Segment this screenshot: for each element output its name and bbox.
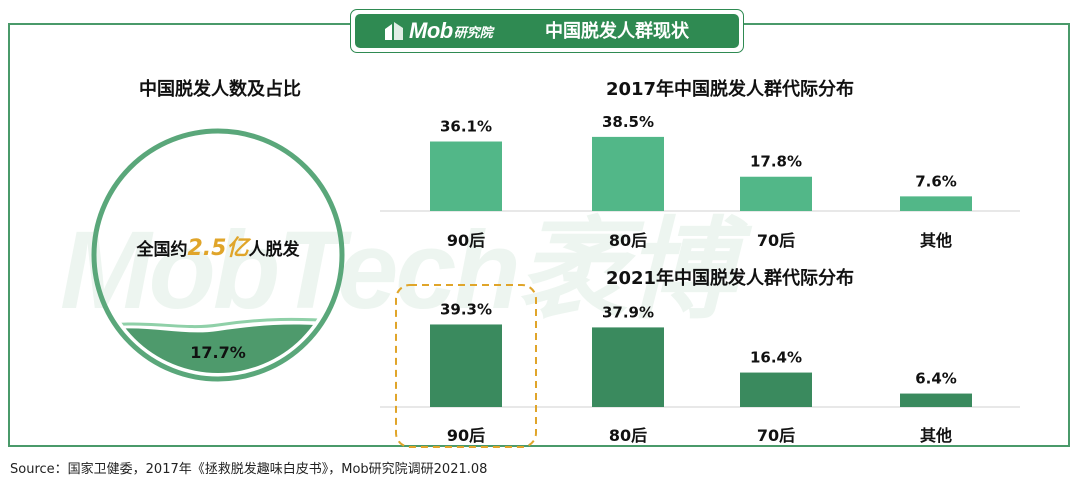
chart-2021: 39.3% 90后 37.9% 80后 16.4% 70后 6.4% 其他: [380, 284, 1020, 448]
population-number: 2.5亿: [187, 236, 249, 261]
circle-prefix: 全国约: [136, 240, 188, 260]
data-label: 7.6%: [915, 172, 957, 190]
left-panel-title: 中国脱发人数及占比: [139, 79, 301, 100]
bar-2017-3: [900, 196, 972, 211]
population-circle: 全国约2.5亿人脱发 17.7%: [68, 125, 368, 385]
category-label: 80后: [609, 231, 647, 250]
header-banner: Mob 研究院 中国脱发人群现状: [350, 9, 744, 53]
chart-2017-title: 2017年中国脱发人群代际分布: [605, 79, 855, 100]
category-label: 80后: [609, 426, 647, 445]
chart-2017: 36.1% 90后 38.5% 80后 17.8% 70后 7.6% 其他: [380, 113, 1020, 250]
bar-2021-3: [900, 393, 972, 407]
bar-2021-1: [592, 327, 664, 407]
chart-2021-title: 2021年中国脱发人群代际分布: [605, 268, 855, 289]
logo-text: Mob: [409, 18, 453, 43]
data-label: 38.5%: [602, 113, 654, 131]
source-note: Source：国家卫健委，2017年《拯救脱发趣味白皮书》，Mob研究院调研20…: [10, 462, 488, 477]
bar-2017-1: [592, 136, 664, 211]
data-label: 39.3%: [440, 300, 492, 318]
mob-logo-icon: [385, 22, 403, 40]
data-label: 6.4%: [915, 370, 957, 388]
data-label: 16.4%: [750, 349, 802, 367]
category-label: 其他: [920, 426, 952, 445]
bar-2017-0: [430, 141, 502, 211]
circle-graphic: [91, 128, 345, 382]
data-label: 36.1%: [440, 118, 492, 136]
bar-2021-0: [430, 324, 502, 407]
data-label: 37.9%: [602, 303, 654, 321]
page-title: 中国脱发人群现状: [545, 21, 689, 42]
data-label: 17.8%: [750, 153, 802, 171]
bar-2017-2: [740, 176, 812, 211]
category-label: 90后: [447, 426, 485, 445]
category-label: 70后: [757, 231, 795, 250]
percent-wave: [100, 317, 336, 373]
circle-outline: [91, 128, 345, 382]
category-label: 其他: [920, 231, 952, 250]
logo-subtext: 研究院: [453, 25, 493, 41]
total-population-text: 全国约2.5亿人脱发: [68, 230, 368, 262]
percent-label: 17.7%: [190, 343, 246, 362]
bar-2021-2: [740, 372, 812, 407]
category-label: 70后: [757, 426, 795, 445]
category-label: 90后: [447, 231, 485, 250]
watermark: MobTech袤博: [60, 209, 735, 332]
circle-suffix: 人脱发: [248, 240, 300, 260]
